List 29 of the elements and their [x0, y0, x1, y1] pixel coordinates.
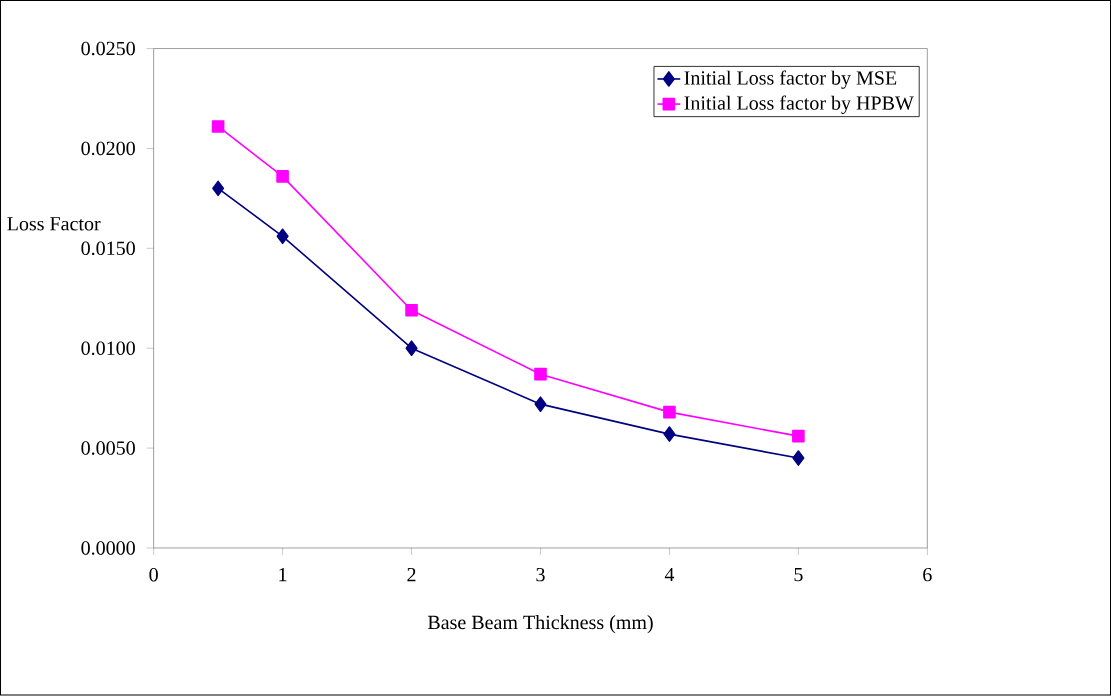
- point: [534, 368, 547, 381]
- point: [405, 340, 418, 357]
- point: [276, 170, 289, 183]
- point: [663, 426, 676, 443]
- x-tick-label: 2: [407, 568, 416, 582]
- point: [276, 228, 289, 245]
- x-tick-label: 3: [536, 568, 545, 582]
- x-axis-title: Base Beam Thickness (mm): [427, 615, 653, 634]
- y-axis-title: Loss Factor: [7, 217, 101, 231]
- y-tick-label: 0.0150: [81, 241, 135, 256]
- legend-label: Initial Loss factor by HPBW: [684, 95, 914, 115]
- x-tick-label: 5: [794, 568, 803, 582]
- point: [212, 180, 225, 197]
- x-tick-label: 6: [923, 568, 932, 582]
- y-tick-label: 0.0200: [81, 141, 135, 156]
- y-tick-label: 0.0050: [81, 441, 135, 456]
- legend-label: Initial Loss factor by MSE: [684, 70, 897, 90]
- x-tick-label: 1: [279, 568, 287, 582]
- point: [792, 450, 805, 467]
- x-tick-label: 0: [149, 568, 158, 582]
- y-tick-label: 0.0100: [81, 341, 135, 356]
- point: [663, 406, 676, 419]
- point: [405, 304, 418, 317]
- y-tick-label: 0.0000: [81, 541, 135, 555]
- x-tick-label: 4: [664, 568, 675, 582]
- point: [534, 396, 547, 413]
- point: [211, 120, 225, 133]
- point: [792, 429, 805, 443]
- y-tick-label: 0.0250: [81, 41, 135, 56]
